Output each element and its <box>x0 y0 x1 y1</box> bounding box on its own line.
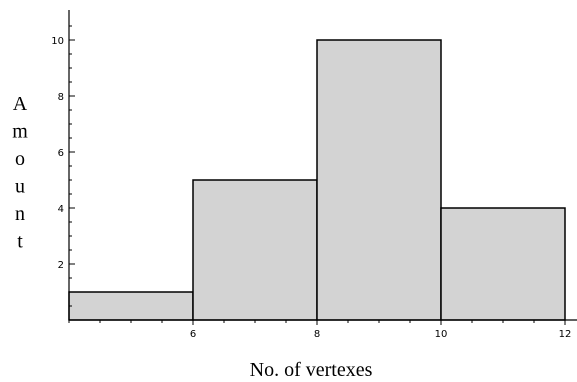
y-axis-label-letter: n <box>15 203 25 225</box>
x-tick-label: 8 <box>314 329 320 340</box>
x-tick-label: 12 <box>559 329 572 340</box>
bars-group <box>68 39 566 321</box>
y-axis-label-letter: t <box>17 231 23 253</box>
histogram-bar-2 <box>192 179 318 321</box>
y-axis-label-letter: A <box>13 93 28 115</box>
histogram-bar-4 <box>440 207 566 321</box>
y-axis-label-letter: u <box>15 176 25 198</box>
y-axis-label-letter: o <box>15 148 25 170</box>
x-tick-label: 10 <box>435 329 448 340</box>
y-tick-label: 10 <box>51 36 64 47</box>
ticks-group: 6 8 10 12 2 4 6 8 10 <box>51 25 572 340</box>
y-tick-label: 8 <box>58 92 64 103</box>
y-axis-label-letter: m <box>12 121 28 143</box>
x-axis-label: No. of vertexes <box>250 359 373 381</box>
histogram-bar-1 <box>68 291 194 321</box>
axes-group <box>68 10 577 321</box>
y-tick-label: 6 <box>58 148 64 159</box>
y-tick-label: 4 <box>58 204 64 215</box>
x-tick-label: 6 <box>190 329 196 340</box>
histogram-bar-3 <box>316 39 442 321</box>
y-tick-label: 2 <box>58 260 64 271</box>
